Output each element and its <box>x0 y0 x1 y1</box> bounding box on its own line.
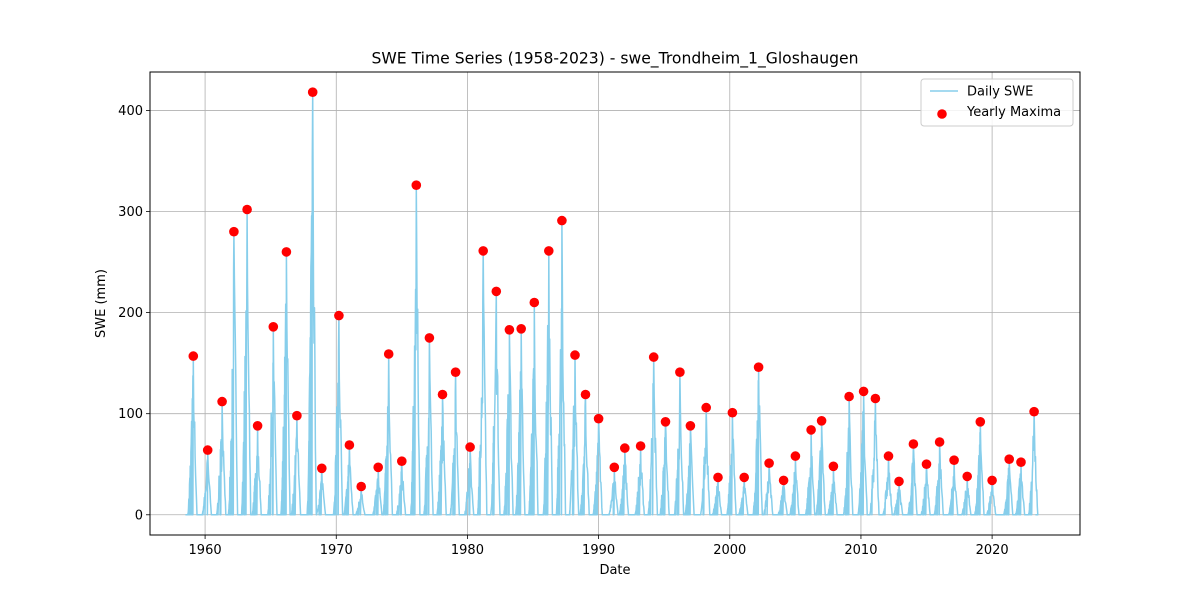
yearly-maximum-point <box>529 297 540 308</box>
yearly-maximum-point <box>713 472 723 483</box>
yearly-maximum-point <box>883 451 894 461</box>
yearly-maximum-point <box>1029 406 1039 417</box>
yearly-maximum-point <box>268 322 279 332</box>
legend-marker-swatch <box>937 109 947 119</box>
y-axis-label: SWE (mm) <box>94 269 109 338</box>
yearly-maximum-point <box>411 180 422 190</box>
yearly-maximum-point <box>242 204 252 215</box>
yearly-maximum-point <box>570 350 580 360</box>
x-tick-label: 1970 <box>320 543 353 558</box>
yearly-maximum-point <box>373 462 384 473</box>
yearly-maximum-point <box>806 425 816 435</box>
yearly-maximum-point <box>317 463 327 474</box>
x-tick-label: 1980 <box>451 543 484 558</box>
yearly-maximum-point <box>383 349 394 359</box>
yearly-maximum-point <box>764 458 774 469</box>
yearly-maximum-point <box>858 386 869 397</box>
yearly-maximum-point <box>516 324 526 334</box>
yearly-maximum-point <box>1004 454 1014 465</box>
yearly-maximum-point <box>816 416 827 426</box>
y-tick-label: 100 <box>118 407 143 422</box>
x-tick-label: 2010 <box>844 543 877 558</box>
yearly-maximum-point <box>921 459 932 470</box>
yearly-maximum-point <box>620 443 630 453</box>
y-tick-label: 300 <box>118 205 143 220</box>
yearly-maximum-point <box>188 351 199 361</box>
yearly-maximum-point <box>894 476 904 487</box>
yearly-maximum-point <box>635 441 646 451</box>
yearly-maximum-point <box>334 310 344 321</box>
chart-title: SWE Time Series (1958-2023) - swe_Trondh… <box>371 50 858 69</box>
yearly-maximum-point <box>252 421 263 431</box>
yearly-maximum-point <box>544 246 554 256</box>
x-tick-label: 2000 <box>713 543 746 558</box>
plot-frame <box>149 71 1081 536</box>
daily-swe-series <box>185 91 1039 516</box>
yearly-maximum-point <box>344 440 355 450</box>
yearly-maximum-point <box>437 389 448 400</box>
yearly-maximum-point <box>790 451 801 461</box>
x-tick-label: 1990 <box>582 543 615 558</box>
yearly-maximum-point <box>307 87 318 97</box>
yearly-maximum-point <box>975 417 986 427</box>
yearly-maximum-point <box>778 475 789 486</box>
yearly-maximum-point <box>739 472 749 483</box>
x-axis-ticks: 1960 1970 1980 1990 2000 2010 2020 <box>189 535 1009 558</box>
yearly-maximum-point <box>727 407 738 418</box>
yearly-maximum-point <box>397 456 407 467</box>
yearly-maximum-point <box>491 286 502 297</box>
yearly-maximum-point <box>281 247 292 257</box>
yearly-maximum-point <box>844 391 854 402</box>
yearly-maximum-point <box>504 325 515 335</box>
yearly-maximum-point <box>753 362 764 373</box>
yearly-maximum-point <box>580 389 591 400</box>
x-axis-label: Date <box>599 563 630 578</box>
x-tick-label: 2020 <box>976 543 1009 558</box>
legend: Daily SWE Yearly Maxima <box>920 78 1074 127</box>
y-tick-label: 400 <box>118 104 143 119</box>
yearly-maximum-point <box>828 461 839 472</box>
legend-label-yearly-maxima: Yearly Maxima <box>966 105 1061 120</box>
y-tick-label: 0 <box>135 508 143 523</box>
yearly-maximum-point <box>609 462 620 473</box>
yearly-maximum-point <box>648 352 659 362</box>
yearly-maximum-point <box>949 455 959 466</box>
yearly-maximum-point <box>675 367 685 378</box>
legend-label-daily-swe: Daily SWE <box>967 85 1033 100</box>
yearly-maximum-point <box>934 437 945 447</box>
y-axis-ticks: 0 100 200 300 400 <box>118 104 150 523</box>
yearly-maximum-point <box>292 410 302 421</box>
yearly-maximum-point <box>593 413 604 424</box>
grid-lines <box>150 72 1080 535</box>
yearly-maximum-point <box>217 396 227 407</box>
yearly-maximum-point <box>202 445 213 455</box>
daily-swe-line <box>185 91 1039 516</box>
yearly-maximum-point <box>557 215 567 226</box>
yearly-maximum-point <box>1016 457 1026 468</box>
yearly-maximum-point <box>962 471 972 482</box>
yearly-maximum-point <box>450 367 461 378</box>
y-tick-label: 200 <box>118 306 143 321</box>
yearly-maximum-point <box>356 481 367 492</box>
legend-box <box>920 78 1074 127</box>
x-tick-label: 1960 <box>189 543 222 558</box>
yearly-maximum-point <box>465 442 475 452</box>
yearly-maximum-point <box>870 393 881 404</box>
yearly-maximum-point <box>229 226 239 237</box>
yearly-maximum-point <box>478 246 489 256</box>
yearly-maxima-series <box>188 87 1039 492</box>
yearly-maximum-point <box>987 475 997 486</box>
yearly-maximum-point <box>660 417 671 427</box>
yearly-maximum-point <box>424 333 435 343</box>
yearly-maximum-point <box>685 421 696 431</box>
yearly-maximum-point <box>908 439 919 449</box>
yearly-maximum-point <box>701 402 711 413</box>
